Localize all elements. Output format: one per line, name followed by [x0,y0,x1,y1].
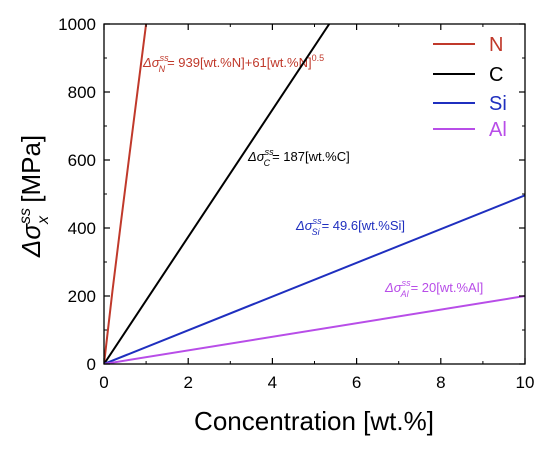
equation-c: Δσss C = 187[wt.%C] [247,147,350,168]
legend-label-si: Si [489,93,507,115]
equation-sup: ss [160,53,170,63]
legend-label-n: N [489,34,503,56]
axes-layer: 0 2 4 6 8 10 0 200 400 600 800 1000 [58,15,534,392]
equation-text: = 939[wt.%N]+61[wt.%N] [167,55,312,70]
equation-text: = 49.6[wt.%Si] [322,218,405,233]
series-line-n [104,24,148,364]
equation-sub: N [159,64,166,74]
x-tick-label: 2 [183,373,192,392]
y-tick-label: 0 [87,355,96,374]
legend-label-c: C [489,64,503,86]
legend: NC Si Al [433,34,507,141]
y-tick-label: 1000 [58,15,96,34]
equation-al: Δσss Al = 20[wt.%Al] [384,278,483,299]
equation-sup: ss [265,147,275,157]
y-label-sub: x [35,215,52,225]
series-line-si [104,194,525,364]
equation-symbol: Δσ [384,280,403,295]
y-tick-label: 200 [68,287,96,306]
series-line-al [104,295,525,364]
y-label-symbol: Δσ [16,223,46,258]
equation-symbol: Δσ [142,55,161,70]
equation-si: Δσss Si = 49.6[wt.%Si] [295,216,405,237]
x-tick-label: 10 [516,373,535,392]
equation-exponent: 0.5 [312,53,325,63]
x-tick-label: 6 [352,373,361,392]
y-tick-label: 600 [68,151,96,170]
equation-sub: C [264,158,271,168]
y-label-unit: [MPa] [16,135,46,210]
legend-label-al: Al [489,119,507,141]
equation-symbol: Δσ [247,149,266,164]
y-label-sup: ss [17,208,34,224]
x-axis-label: Concentration [wt.%] [194,406,434,436]
equation-sub: Al [400,289,410,299]
x-tick-label: 8 [436,373,445,392]
equation-sup: ss [402,278,412,288]
equation-symbol: Δσ [295,218,314,233]
series-line-c [104,24,331,364]
equation-n: Δσss N = 939[wt.%N]+61[wt.%N]0.5 [142,53,324,74]
equation-sup: ss [313,216,323,226]
equation-text: = 187[wt.%C] [272,149,350,164]
y-tick-label: 400 [68,219,96,238]
equation-text: = 20[wt.%Al] [411,280,484,295]
series-layer [104,24,525,364]
y-axis-label: Δσssx [MPa] [16,135,52,258]
y-tick-label: 800 [68,83,96,102]
equation-sub: Si [312,227,321,237]
x-tick-label: 4 [268,373,277,392]
y-axis-label-text: Δσssx [MPa] [16,135,52,258]
x-tick-label: 0 [99,373,108,392]
